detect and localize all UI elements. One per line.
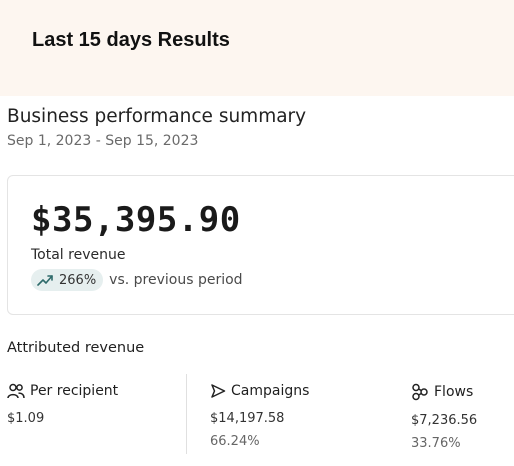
per-recipient-label: Per recipient [30,383,119,399]
flows-value: $7,236.56 [411,413,478,428]
flows-label: Flows [434,384,474,400]
banner-title: Last 15 days Results [32,29,230,51]
total-revenue-amount: $35,395.90 [31,200,241,240]
flows-share: 33.76% [411,436,461,451]
trend-comparison-text: vs. previous period [109,272,243,288]
people-icon [7,383,25,399]
flows-metric: Flows $7,236.56 33.76% [411,383,477,451]
campaigns-value: $14,197.58 [210,411,285,426]
total-revenue-card: $35,395.90 Total revenue 266% vs. previo… [7,175,514,315]
campaigns-metric: Campaigns $14,197.58 66.24% [210,383,309,449]
total-revenue-label: Total revenue [31,247,126,263]
per-recipient-value: $1.09 [7,411,45,426]
trend-badge: 266% [31,269,104,291]
send-icon [211,384,226,398]
trending-up-icon [37,275,53,286]
campaigns-share: 66.24% [210,434,260,449]
summary-date-range: Sep 1, 2023 - Sep 15, 2023 [7,133,199,149]
campaigns-label: Campaigns [231,383,310,399]
per-recipient-metric: Per recipient $1.09 [7,383,118,426]
summary-title: Business performance summary [7,106,307,127]
results-banner: Last 15 days Results [0,0,514,96]
flow-icon [412,383,428,401]
metric-divider [186,374,187,454]
trend-percentage: 266% [59,272,97,288]
revenue-trend-row: 266% vs. previous period [31,269,243,291]
attributed-revenue-title: Attributed revenue [7,340,145,356]
